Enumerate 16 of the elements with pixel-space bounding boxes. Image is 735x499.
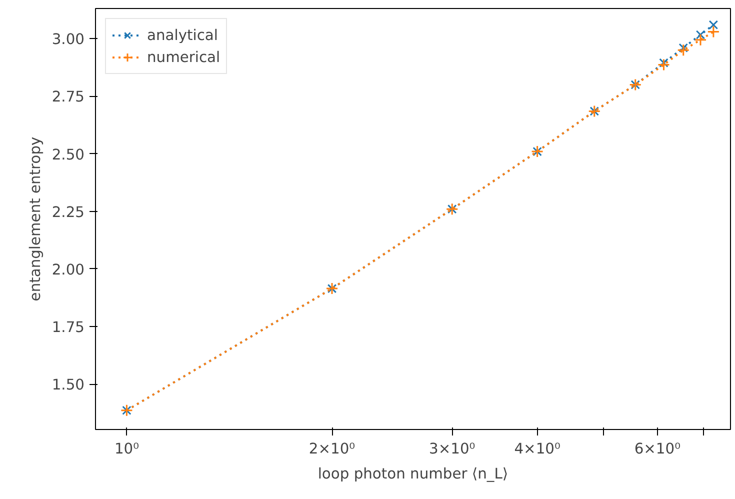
y-tick-label: 2.25 — [52, 204, 85, 221]
y-tick-label: 3.00 — [52, 31, 85, 48]
x-tick-label: 6×10⁰ — [634, 440, 681, 458]
x-axis-title: loop photon number ⟨n_L⟩ — [318, 466, 508, 482]
y-tick-label: 2.75 — [52, 88, 85, 106]
legend-label: numerical — [147, 48, 220, 66]
x-tick-label: 4×10⁰ — [514, 440, 560, 458]
legend-label: analytical — [147, 26, 218, 44]
y-tick-label: 1.50 — [52, 376, 85, 394]
x-tick-label: 10⁰ — [114, 440, 140, 458]
y-axis-title: entanglement entropy — [26, 136, 44, 302]
x-tick-label: 2×10⁰ — [308, 440, 356, 458]
y-tick-label: 2.50 — [52, 146, 85, 164]
x-tick-label: 3×10⁰ — [429, 440, 476, 458]
y-tick-label: 1.75 — [52, 319, 85, 336]
y-tick-label: 2.00 — [52, 261, 85, 278]
